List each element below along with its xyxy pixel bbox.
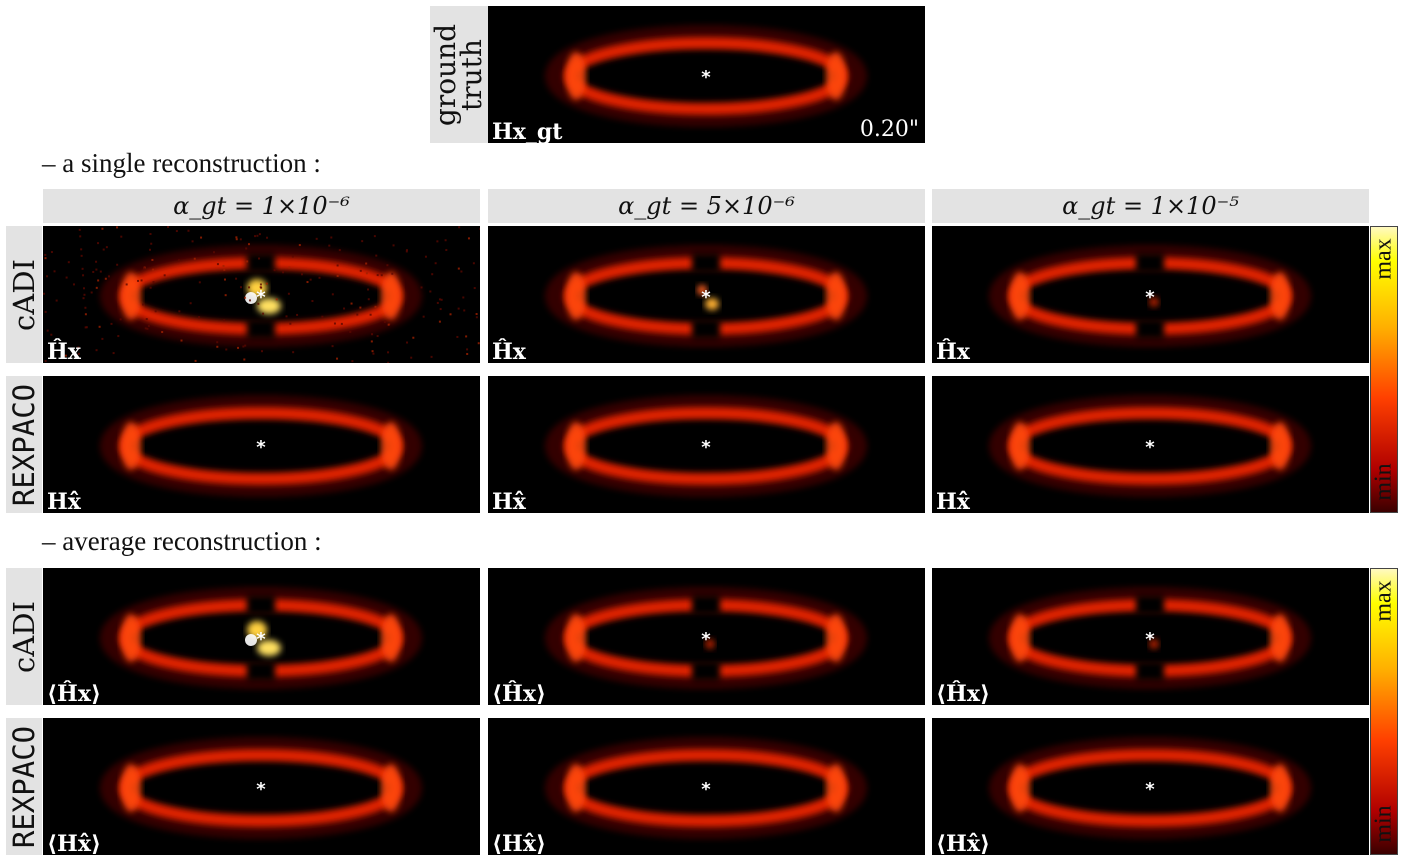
- star-marker: *: [701, 437, 711, 458]
- panel-average-rexpaco-3: * ⟨Hx̂⟩: [932, 718, 1369, 855]
- panel-caption: ⟨Hx̂⟩: [492, 831, 547, 855]
- star-marker: *: [701, 67, 711, 88]
- scale-bar-label: 0.20": [859, 117, 919, 142]
- disk-image: *: [545, 395, 867, 497]
- disk-image: *: [43, 226, 480, 363]
- column-header-2: α_gt = 5×10⁻⁶: [488, 189, 925, 223]
- section-average: – average reconstruction :: [42, 526, 322, 556]
- star-marker: *: [256, 629, 266, 650]
- disk-image: *: [989, 587, 1311, 689]
- disk-image: *: [100, 737, 422, 839]
- panel-average-cadi-3: * ⟨Ĥx⟩: [932, 568, 1369, 705]
- row-label-average-cadi: cADI: [6, 568, 42, 705]
- column-header-1: α_gt = 1×10⁻⁶: [43, 189, 480, 223]
- panel-caption: Hx̂: [47, 489, 81, 513]
- panel-single-cadi-2: * Ĥx: [488, 226, 925, 363]
- disk-image: *: [545, 245, 867, 347]
- star-marker: *: [1145, 287, 1155, 308]
- star-marker: *: [1145, 437, 1155, 458]
- panel-caption: ⟨Ĥx⟩: [47, 681, 102, 705]
- panel-single-rexpaco-1: * Hx̂: [43, 376, 480, 513]
- panel-caption: Ĥx: [492, 339, 526, 363]
- disk-image: *: [989, 395, 1311, 497]
- disk-image: *: [100, 395, 422, 497]
- disk-image: *: [545, 737, 867, 839]
- panel-single-rexpaco-2: * Hx̂: [488, 376, 925, 513]
- panel-single-cadi-3: * Ĥx: [932, 226, 1369, 363]
- column-header-3: α_gt = 1×10⁻⁵: [932, 189, 1369, 223]
- disk-image: *: [989, 245, 1311, 347]
- colorbar-average: max min: [1370, 568, 1398, 855]
- section-single: – a single reconstruction :: [42, 148, 321, 178]
- disk-image: *: [545, 25, 867, 127]
- row-label-average-rexpaco: REXPACO: [6, 718, 42, 855]
- ground-truth-label: ground truth: [429, 6, 488, 143]
- colorbar-min-label: min: [1370, 463, 1397, 501]
- panel-caption: Hx̂: [492, 489, 526, 513]
- star-marker: *: [256, 287, 266, 308]
- colorbar-min-label: min: [1370, 805, 1397, 843]
- panel-average-rexpaco-2: * ⟨Hx̂⟩: [488, 718, 925, 855]
- colorbar-max-label: max: [1370, 238, 1397, 280]
- row-label-single-cadi: cADI: [6, 226, 42, 363]
- star-marker: *: [701, 779, 711, 800]
- panel-caption: ⟨Hx̂⟩: [47, 831, 102, 855]
- panel-single-rexpaco-3: * Hx̂: [932, 376, 1369, 513]
- panel-single-cadi-1: * Ĥx: [43, 226, 480, 363]
- panel-caption: Ĥx: [936, 339, 970, 363]
- star-marker: *: [256, 779, 266, 800]
- star-marker: *: [701, 629, 711, 650]
- star-marker: *: [256, 437, 266, 458]
- panel-caption: ⟨Ĥx⟩: [936, 681, 991, 705]
- panel-average-cadi-2: * ⟨Ĥx⟩: [488, 568, 925, 705]
- panel-caption: Hx̂: [936, 489, 970, 513]
- colorbar-single: max min: [1370, 226, 1398, 513]
- panel-caption: Ĥx: [47, 339, 81, 363]
- row-label-single-rexpaco: REXPACO: [6, 376, 42, 513]
- panel-average-rexpaco-1: * ⟨Hx̂⟩: [43, 718, 480, 855]
- star-marker: *: [701, 287, 711, 308]
- panel-caption: ⟨Hx̂⟩: [936, 831, 991, 855]
- colorbar-max-label: max: [1370, 580, 1397, 622]
- disk-image: *: [100, 587, 422, 689]
- star-marker: *: [1145, 779, 1155, 800]
- ground-truth-panel: * Hx_gt 0.20": [488, 6, 925, 143]
- disk-image: *: [545, 587, 867, 689]
- panel-caption: ⟨Ĥx⟩: [492, 681, 547, 705]
- panel-average-cadi-1: * ⟨Ĥx⟩: [43, 568, 480, 705]
- ground-truth-caption: Hx_gt: [492, 119, 563, 143]
- star-marker: *: [1145, 629, 1155, 650]
- disk-image: *: [989, 737, 1311, 839]
